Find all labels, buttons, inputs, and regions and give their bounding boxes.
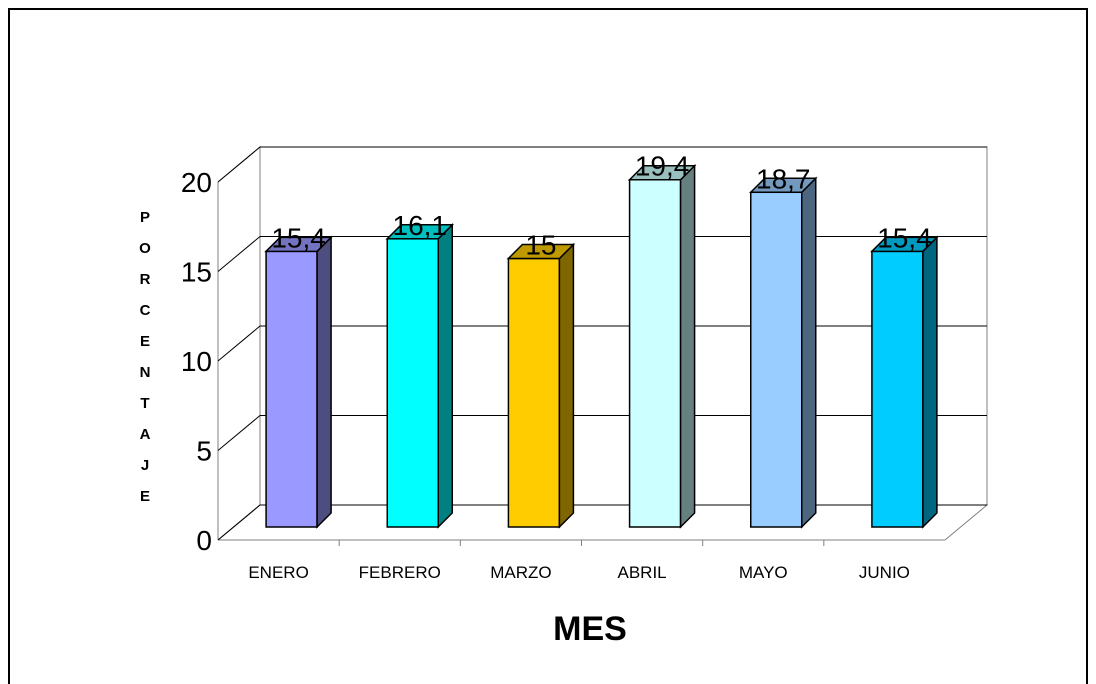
y-tick-label: 10 bbox=[181, 346, 212, 377]
bar-side bbox=[437, 222, 453, 529]
bar-front bbox=[386, 238, 439, 528]
bar-side bbox=[679, 163, 696, 529]
bar-front bbox=[507, 257, 561, 528]
frame bbox=[8, 8, 1088, 684]
bar-front bbox=[265, 250, 318, 528]
bar-front bbox=[628, 178, 682, 528]
value-label: 15,4 bbox=[271, 222, 326, 253]
bar-side bbox=[801, 176, 817, 529]
value-label: 15,4 bbox=[877, 222, 932, 253]
x-tick-label: ENERO bbox=[248, 563, 308, 582]
bar-top bbox=[748, 177, 818, 194]
y-tick-label: 20 bbox=[181, 167, 212, 198]
bar-front bbox=[750, 191, 803, 528]
bar-top bbox=[627, 164, 697, 181]
x-tick-label: MARZO bbox=[490, 563, 551, 582]
value-label: 18,7 bbox=[756, 163, 811, 194]
bar-side bbox=[558, 242, 575, 529]
x-tick-label: MAYO bbox=[739, 563, 788, 582]
grid-line bbox=[217, 415, 987, 451]
grid-line bbox=[217, 325, 987, 362]
bar-top bbox=[870, 236, 939, 253]
grid-line bbox=[217, 504, 987, 541]
bar-top bbox=[506, 243, 576, 260]
bar-top bbox=[385, 224, 455, 240]
value-label: 15 bbox=[525, 230, 556, 261]
bar-side bbox=[922, 235, 938, 529]
grid-line bbox=[217, 236, 987, 272]
bar-top bbox=[264, 236, 333, 253]
value-label: 16,1 bbox=[393, 210, 448, 241]
x-axis-title: MES bbox=[553, 610, 627, 648]
x-tick-label: FEBRERO bbox=[359, 563, 441, 582]
y-tick-label: 0 bbox=[196, 525, 212, 556]
bar-side bbox=[316, 235, 332, 529]
bar-front bbox=[871, 250, 924, 528]
y-tick-label: 5 bbox=[196, 436, 212, 467]
x-tick-label: JUNIO bbox=[859, 563, 910, 582]
y-tick-label: 15 bbox=[181, 257, 212, 288]
value-label: 19,4 bbox=[635, 151, 690, 182]
x-tick-label: ABRIL bbox=[618, 563, 667, 582]
y-axis-title: PORCENTAJE bbox=[139, 209, 151, 505]
grid-line bbox=[217, 146, 987, 183]
